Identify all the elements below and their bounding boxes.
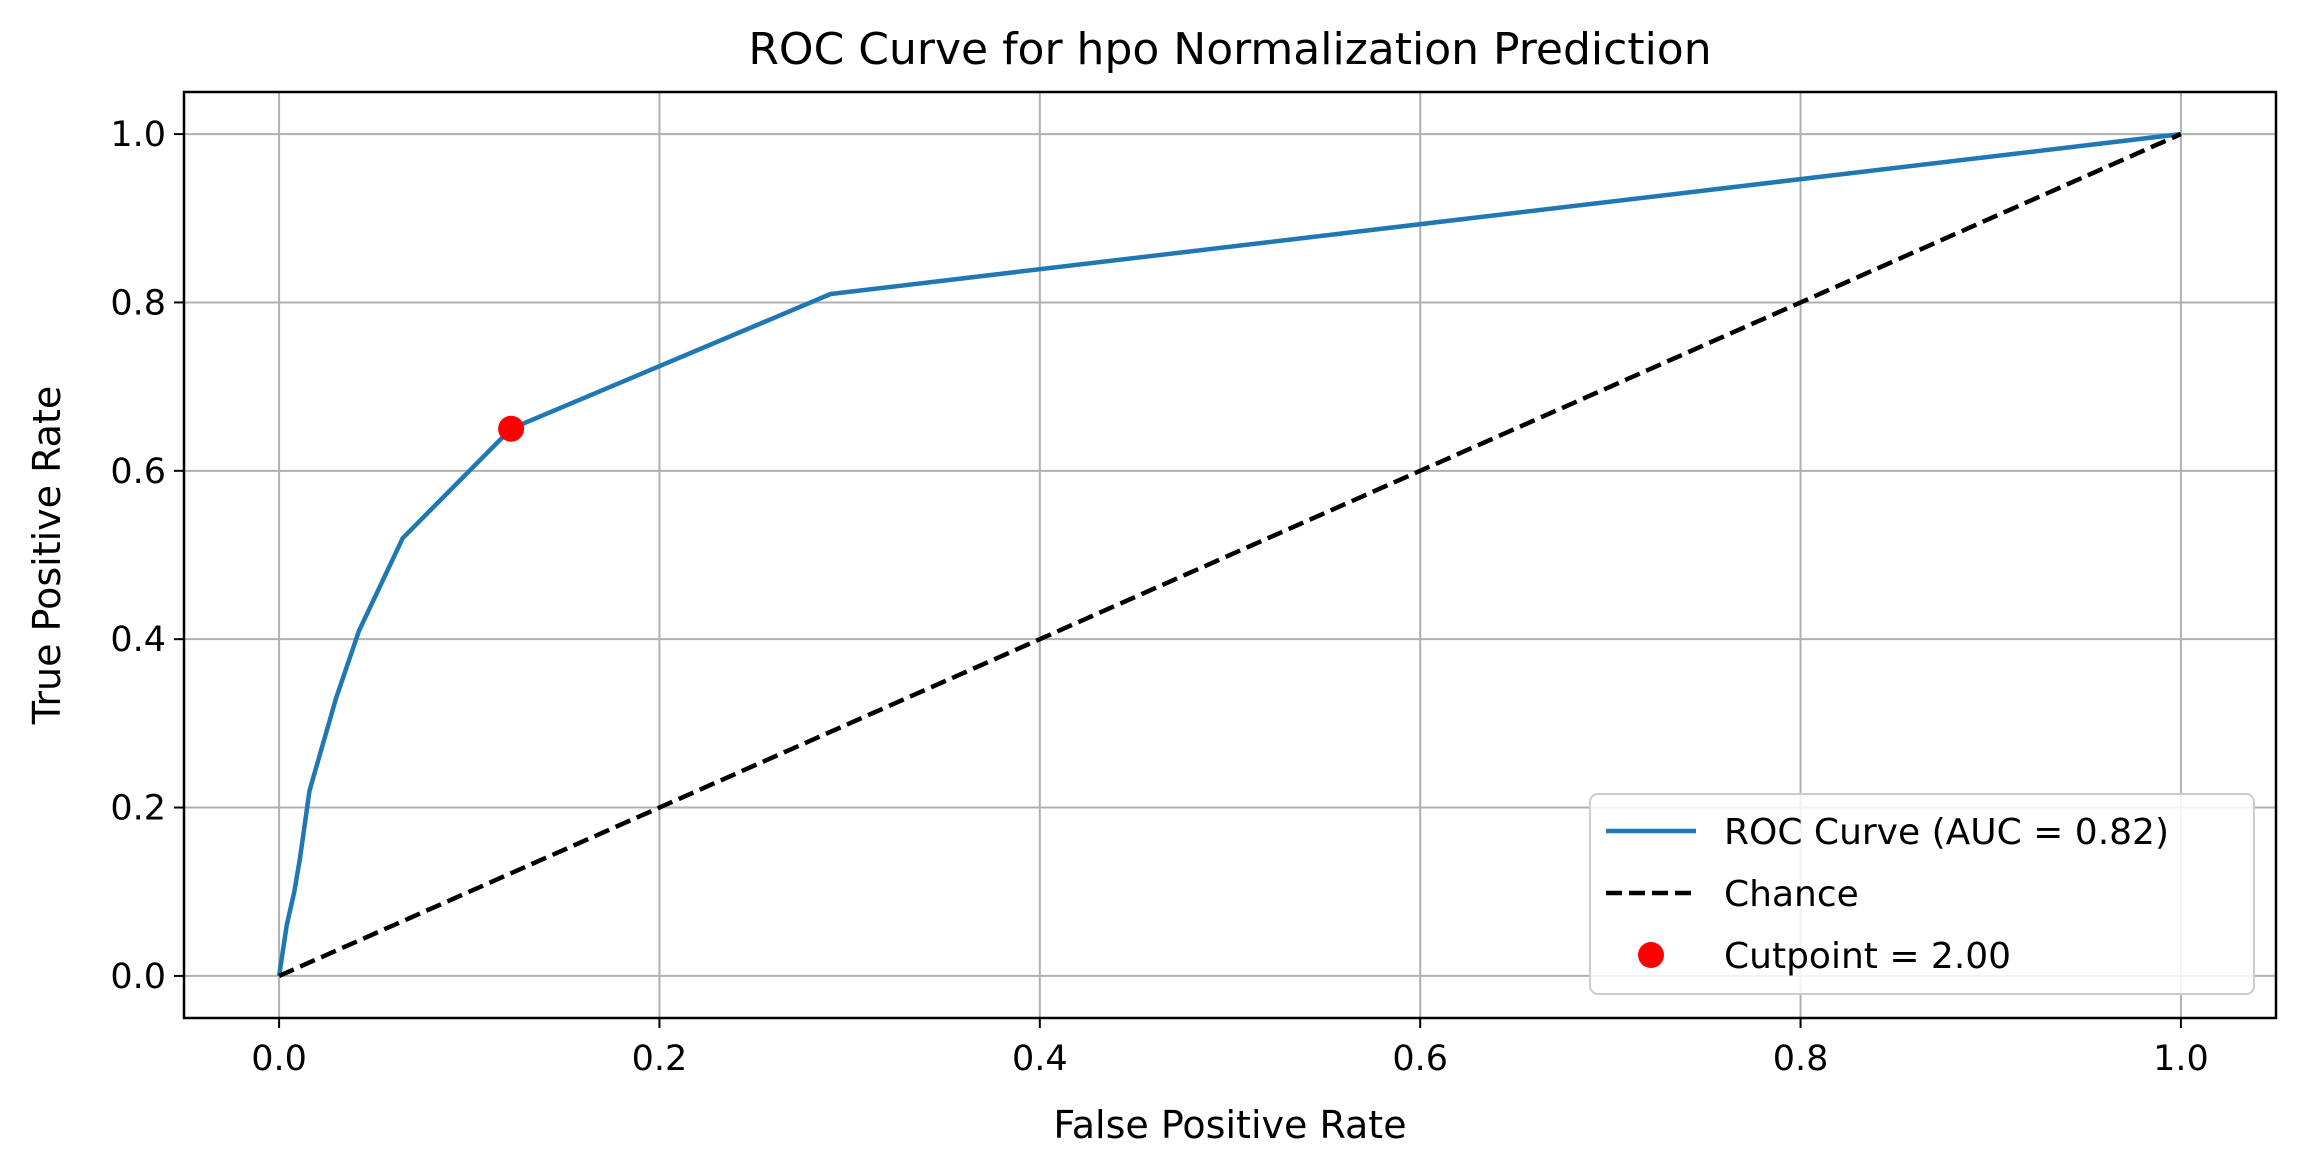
y-tick-label: 0.0 bbox=[110, 957, 166, 997]
y-axis-label: True Positive Rate bbox=[25, 386, 69, 726]
legend-cutpoint-label: Cutpoint = 2.00 bbox=[1724, 936, 2011, 977]
x-tick-label: 0.0 bbox=[251, 1039, 307, 1079]
x-tick-label: 0.4 bbox=[1012, 1039, 1068, 1079]
y-tick-label: 0.6 bbox=[110, 452, 166, 492]
legend: ROC Curve (AUC = 0.82) Chance Cutpoint =… bbox=[1589, 793, 2255, 995]
legend-cutpoint-marker bbox=[1638, 942, 1664, 968]
y-tick-label: 0.2 bbox=[110, 789, 166, 829]
y-tick-label: 1.0 bbox=[110, 115, 166, 155]
chart-title: ROC Curve for hpo Normalization Predicti… bbox=[748, 24, 1711, 75]
axis-ticks: 0.0 0.2 0.4 0.6 0.8 1.0 0.0 0.2 0.4 0.6 0.8 1.0 bbox=[110, 115, 2208, 1079]
cutpoint-marker bbox=[498, 415, 525, 442]
legend-roc-label: ROC Curve (AUC = 0.82) bbox=[1724, 812, 2169, 853]
legend-chance-label: Chance bbox=[1724, 874, 1859, 915]
chance-line bbox=[278, 132, 2182, 978]
roc-curve-line bbox=[276, 131, 2182, 977]
legend-box bbox=[1589, 793, 2255, 995]
grid-lines bbox=[184, 92, 2276, 1018]
series-layer bbox=[276, 131, 2182, 978]
x-axis-label: False Positive Rate bbox=[1053, 1103, 1406, 1147]
x-tick-label: 0.6 bbox=[1392, 1039, 1448, 1079]
y-tick-label: 0.4 bbox=[110, 620, 166, 660]
x-tick-label: 1.0 bbox=[2153, 1039, 2209, 1079]
plot-frame bbox=[182, 90, 2278, 1020]
x-tick-label: 0.2 bbox=[632, 1039, 688, 1079]
x-tick-label: 0.8 bbox=[1773, 1039, 1829, 1079]
y-tick-label: 0.8 bbox=[110, 283, 166, 323]
